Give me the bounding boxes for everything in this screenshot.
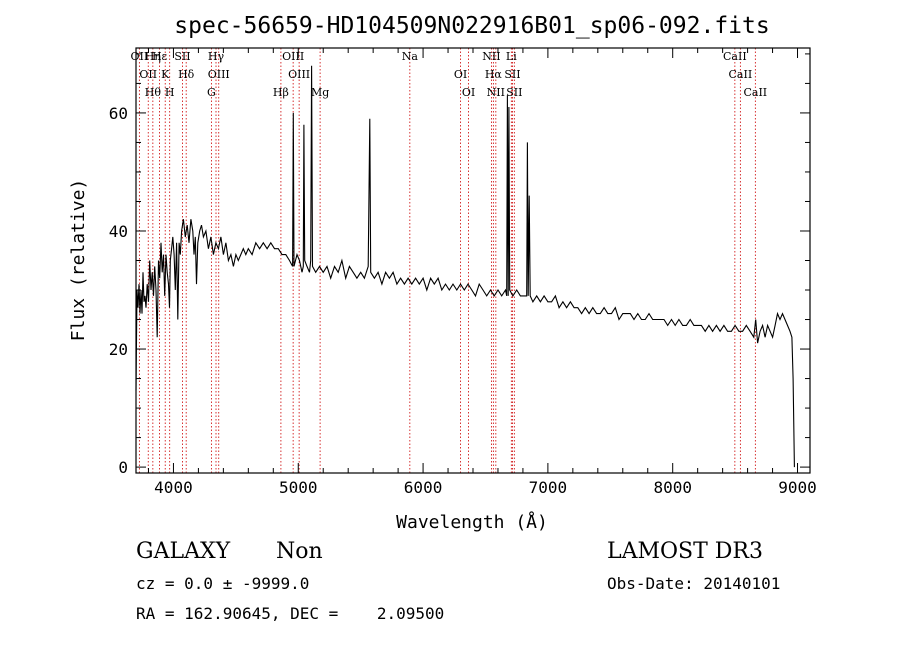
line-label: Hβ [273, 86, 289, 99]
x-tick-label: 9000 [778, 478, 817, 497]
observation-date: Obs-Date: 20140101 [607, 574, 781, 593]
y-tick-label: 40 [109, 222, 128, 241]
x-tick-label: 6000 [404, 478, 443, 497]
survey-name: LAMOST DR3 [607, 539, 763, 564]
line-label: Hα [485, 68, 503, 81]
line-label: SII [174, 50, 190, 63]
line-label: Hθ [145, 86, 162, 99]
line-label: CaII [723, 50, 747, 63]
x-tick-label: 5000 [279, 478, 318, 497]
object-subclass: Non [276, 539, 323, 564]
line-label: OIII [282, 50, 304, 63]
x-axis-label: Wavelength (Å) [396, 511, 548, 533]
line-label: H [165, 86, 175, 99]
y-tick-label: 0 [118, 458, 128, 477]
line-label: Mg [311, 86, 329, 99]
spectrum-series-line [135, 65, 795, 468]
y-axis-label: Flux (relative) [68, 179, 89, 342]
line-label: G [207, 86, 216, 99]
plot-frame [135, 47, 811, 474]
chart-title: spec-56659-HD104509N022916B01_sp06-092.f… [174, 13, 769, 39]
line-label: CaII [743, 86, 767, 99]
y-tick-label: 20 [109, 340, 128, 359]
emission-line-labels: OIIOIIHθHηHεKHSIIHδGHγOIIIHβOIIIOIIIMgNa… [131, 50, 768, 99]
line-label: OI [454, 68, 467, 81]
line-label: CaII [729, 68, 753, 81]
line-label: K [161, 68, 170, 81]
line-label: OII [131, 50, 149, 63]
line-label: Hγ [208, 50, 225, 63]
object-class: GALAXY [136, 539, 231, 564]
line-label: NII [482, 50, 500, 63]
emission-line-markers [138, 48, 756, 473]
redshift-readout: cz = 0.0 ± -9999.0 [136, 574, 310, 593]
y-tick-label: 60 [109, 104, 128, 123]
x-tick-label: 8000 [653, 478, 692, 497]
line-label: Li [506, 50, 517, 63]
line-label: SII [504, 68, 520, 81]
axes: 4000 5000 6000 7000 8000 9000 0 20 40 60 [109, 48, 817, 497]
line-label: SII [506, 86, 522, 99]
x-tick-label: 7000 [529, 478, 568, 497]
line-label: Hε [152, 50, 168, 63]
line-label: OIII [288, 68, 310, 81]
line-label: Hη [145, 50, 161, 63]
x-tick-label: 4000 [154, 478, 193, 497]
coordinates-readout: RA = 162.90645, DEC = 2.09500 [136, 604, 445, 623]
line-label: OIII [208, 68, 230, 81]
line-label: OI [462, 86, 475, 99]
line-label: NII [487, 86, 505, 99]
line-label: Hδ [178, 68, 195, 81]
line-label: OII [139, 68, 157, 81]
line-label: Na [402, 50, 419, 63]
